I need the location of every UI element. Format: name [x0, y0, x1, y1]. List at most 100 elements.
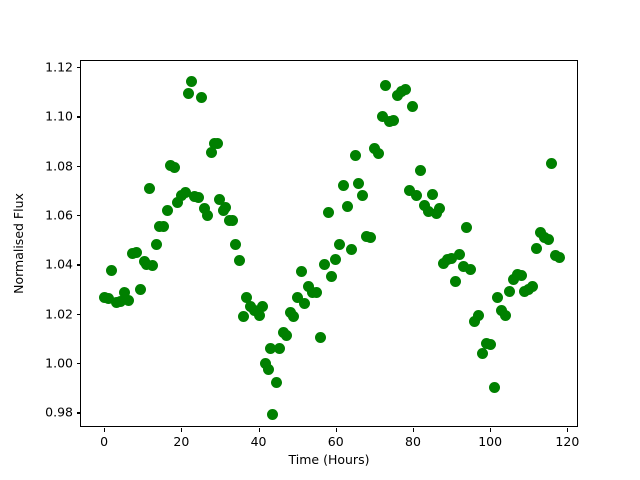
data-point [295, 266, 307, 278]
data-point [542, 234, 554, 246]
data-point [419, 199, 431, 211]
data-point [476, 347, 488, 359]
data-point [345, 244, 357, 256]
plot-data-area [81, 61, 577, 426]
data-point [134, 283, 146, 295]
plot-axes: 0 20 40 60 80 100 120 0.98 1.00 1.02 1.04 1.06 1.08 1… [45, 60, 579, 449]
data-point [314, 331, 326, 343]
data-point [349, 150, 361, 162]
x-axis-tick-label: 120 [555, 434, 580, 449]
data-point [260, 357, 271, 369]
data-point [461, 221, 473, 233]
data-point [380, 80, 392, 92]
data-point [281, 330, 293, 342]
data-point [554, 251, 566, 263]
data-point [249, 304, 261, 316]
x-axis-tick [567, 428, 569, 432]
data-point [214, 193, 226, 205]
data-point [150, 239, 162, 251]
y-axis-tick [77, 313, 81, 315]
data-point [415, 165, 427, 177]
data-point [141, 258, 153, 270]
data-point [399, 83, 411, 95]
data-point [253, 309, 265, 321]
data-point [507, 273, 519, 285]
y-axis-tick-label: 1.12 [45, 59, 73, 75]
data-point [446, 252, 458, 264]
x-axis-tick-label: 60 [327, 434, 344, 449]
y-axis-tick [77, 165, 81, 167]
data-point [195, 92, 207, 104]
data-point [353, 177, 365, 189]
y-axis-tick [77, 264, 81, 266]
data-point [199, 203, 211, 215]
data-point [318, 258, 330, 270]
data-point [422, 205, 434, 217]
x-axis-tick [335, 428, 337, 432]
y-axis-tick-label: 1.02 [45, 306, 73, 322]
data-point [237, 310, 249, 322]
data-point [530, 242, 542, 254]
y-axis-tick-label: 1.08 [45, 158, 73, 174]
data-point [171, 197, 183, 209]
x-axis-tick [258, 428, 260, 432]
data-point [453, 249, 465, 261]
data-point [144, 182, 156, 194]
y-axis-tick-label: 0.98 [45, 404, 73, 420]
data-point [411, 189, 423, 201]
data-point [500, 309, 512, 321]
data-point [426, 188, 438, 200]
data-point [465, 263, 477, 275]
data-point [291, 292, 303, 304]
data-point [192, 192, 204, 204]
y-axis-tick-label: 1.00 [45, 355, 73, 371]
data-point [118, 287, 130, 299]
data-point [357, 189, 369, 201]
data-point [256, 300, 268, 312]
data-point [299, 298, 311, 310]
x-axis-tick-label: 80 [405, 434, 421, 449]
data-point [179, 187, 191, 199]
data-point [488, 382, 500, 394]
x-axis-tick-label: 20 [173, 434, 190, 449]
data-point [287, 310, 299, 322]
data-point [376, 110, 388, 122]
y-axis-label-text: Normalised Flux [10, 193, 26, 294]
data-point [337, 180, 349, 192]
data-point [341, 201, 353, 212]
data-point [205, 146, 217, 158]
data-point [330, 254, 342, 266]
data-point [473, 309, 485, 321]
data-point [161, 204, 173, 216]
data-point [202, 209, 214, 221]
data-point [407, 101, 419, 113]
data-point [263, 363, 275, 375]
data-point [546, 157, 558, 169]
data-point [130, 246, 142, 258]
x-axis-label: Time (Hours) [288, 452, 370, 467]
y-axis-tick [77, 215, 81, 217]
data-point [274, 342, 286, 354]
data-point [310, 287, 322, 299]
data-point [364, 231, 376, 243]
data-point [430, 208, 442, 220]
data-point [212, 138, 224, 150]
data-point [102, 293, 114, 305]
x-axis-tick-label: 40 [250, 434, 267, 449]
data-point [334, 239, 346, 251]
data-point [122, 294, 134, 306]
y-axis-tick [77, 67, 81, 69]
data-point [226, 214, 238, 226]
data-point [183, 87, 195, 99]
data-point [303, 281, 315, 293]
data-point [457, 261, 469, 273]
data-point [527, 281, 539, 293]
y-axis-tick [77, 363, 81, 365]
data-point [168, 161, 180, 173]
data-point [158, 220, 170, 232]
x-axis-tick [104, 428, 106, 432]
data-point [503, 286, 515, 298]
data-point [469, 315, 481, 327]
y-axis-tick [77, 412, 81, 414]
data-point [515, 270, 527, 282]
